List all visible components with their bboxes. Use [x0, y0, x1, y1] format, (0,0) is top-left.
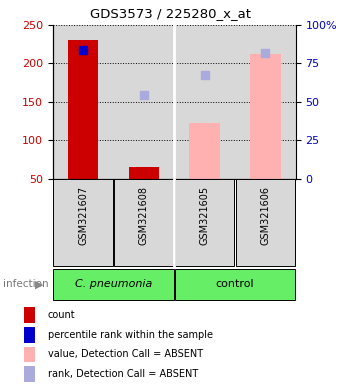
- Bar: [175, 269, 295, 300]
- Point: [263, 50, 268, 56]
- Text: control: control: [216, 279, 254, 289]
- Text: GSM321605: GSM321605: [200, 185, 210, 245]
- Bar: [68, 40, 98, 179]
- Bar: [24, 307, 35, 323]
- Text: ▶: ▶: [35, 279, 44, 289]
- Point: [141, 92, 147, 98]
- Text: GDS3573 / 225280_x_at: GDS3573 / 225280_x_at: [89, 7, 251, 20]
- Bar: [250, 54, 280, 179]
- Text: infection: infection: [3, 279, 49, 289]
- Text: rank, Detection Call = ABSENT: rank, Detection Call = ABSENT: [48, 369, 198, 379]
- Bar: [236, 179, 295, 266]
- Text: GSM321607: GSM321607: [78, 185, 88, 245]
- Bar: [24, 327, 35, 343]
- Bar: [53, 179, 113, 266]
- Bar: [129, 167, 159, 179]
- Bar: [24, 346, 35, 362]
- Text: value, Detection Call = ABSENT: value, Detection Call = ABSENT: [48, 349, 203, 359]
- Text: C. pneumonia: C. pneumonia: [75, 279, 152, 289]
- Bar: [189, 123, 220, 179]
- Text: GSM321606: GSM321606: [260, 185, 270, 245]
- Bar: [53, 269, 174, 300]
- Bar: [175, 179, 234, 266]
- Text: count: count: [48, 310, 75, 320]
- Point: [80, 47, 86, 53]
- Point: [202, 72, 207, 78]
- Bar: [114, 179, 174, 266]
- Text: GSM321608: GSM321608: [139, 185, 149, 245]
- Bar: [24, 366, 35, 382]
- Text: percentile rank within the sample: percentile rank within the sample: [48, 330, 212, 340]
